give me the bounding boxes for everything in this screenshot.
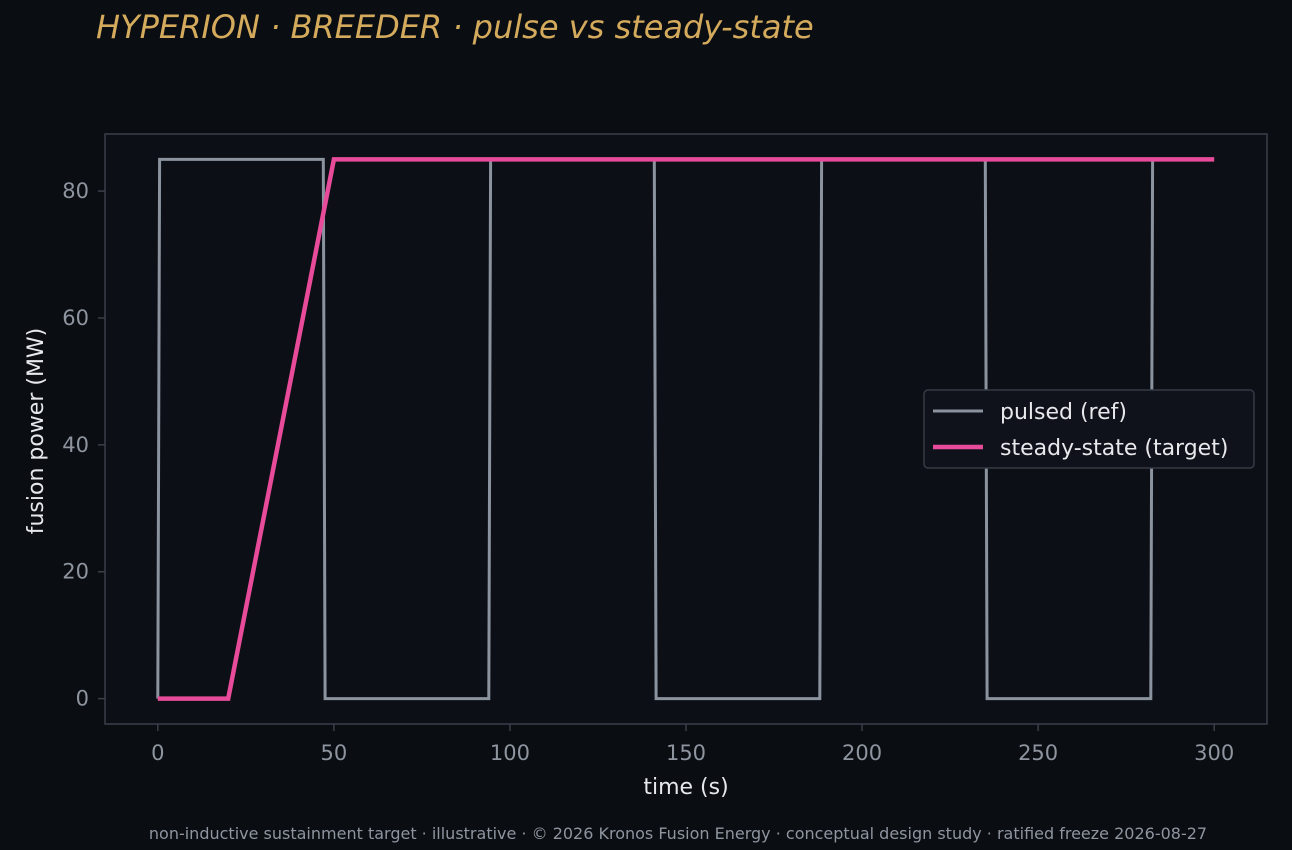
y-axis-label: fusion power (MW) bbox=[24, 328, 49, 535]
chart-title: HYPERION · BREEDER · pulse vs steady-sta… bbox=[96, 8, 814, 46]
series-line-steady-state bbox=[157, 157, 1215, 701]
y-tick-label: 40 bbox=[62, 433, 89, 457]
x-tick-label: 50 bbox=[321, 741, 348, 765]
x-axis-label: time (s) bbox=[643, 775, 728, 800]
x-tick-label: 200 bbox=[842, 741, 882, 765]
y-tick-label: 80 bbox=[62, 179, 89, 203]
x-tick-label: 150 bbox=[666, 741, 706, 765]
footer-note: non-inductive sustainment target · illus… bbox=[149, 824, 1207, 843]
x-tick-label: 300 bbox=[1194, 741, 1234, 765]
legend-label: pulsed (ref) bbox=[1000, 400, 1127, 425]
x-tick-label: 0 bbox=[151, 741, 164, 765]
legend-label: steady-state (target) bbox=[1000, 436, 1228, 461]
y-axis-ticks: 0 20 40 60 80 bbox=[62, 179, 105, 711]
series-layer bbox=[156, 157, 1215, 701]
x-tick-label: 250 bbox=[1018, 741, 1058, 765]
legend: pulsed (ref) steady-state (target) bbox=[923, 389, 1255, 469]
legend-box bbox=[923, 389, 1255, 469]
y-tick-label: 20 bbox=[62, 560, 89, 584]
x-axis-ticks: 0 50 100 150 200 250 300 bbox=[151, 724, 1234, 765]
x-tick-label: 100 bbox=[490, 741, 530, 765]
y-tick-label: 60 bbox=[62, 306, 89, 330]
series-line-pulsed bbox=[156, 157, 1155, 701]
y-tick-label: 0 bbox=[76, 687, 89, 711]
